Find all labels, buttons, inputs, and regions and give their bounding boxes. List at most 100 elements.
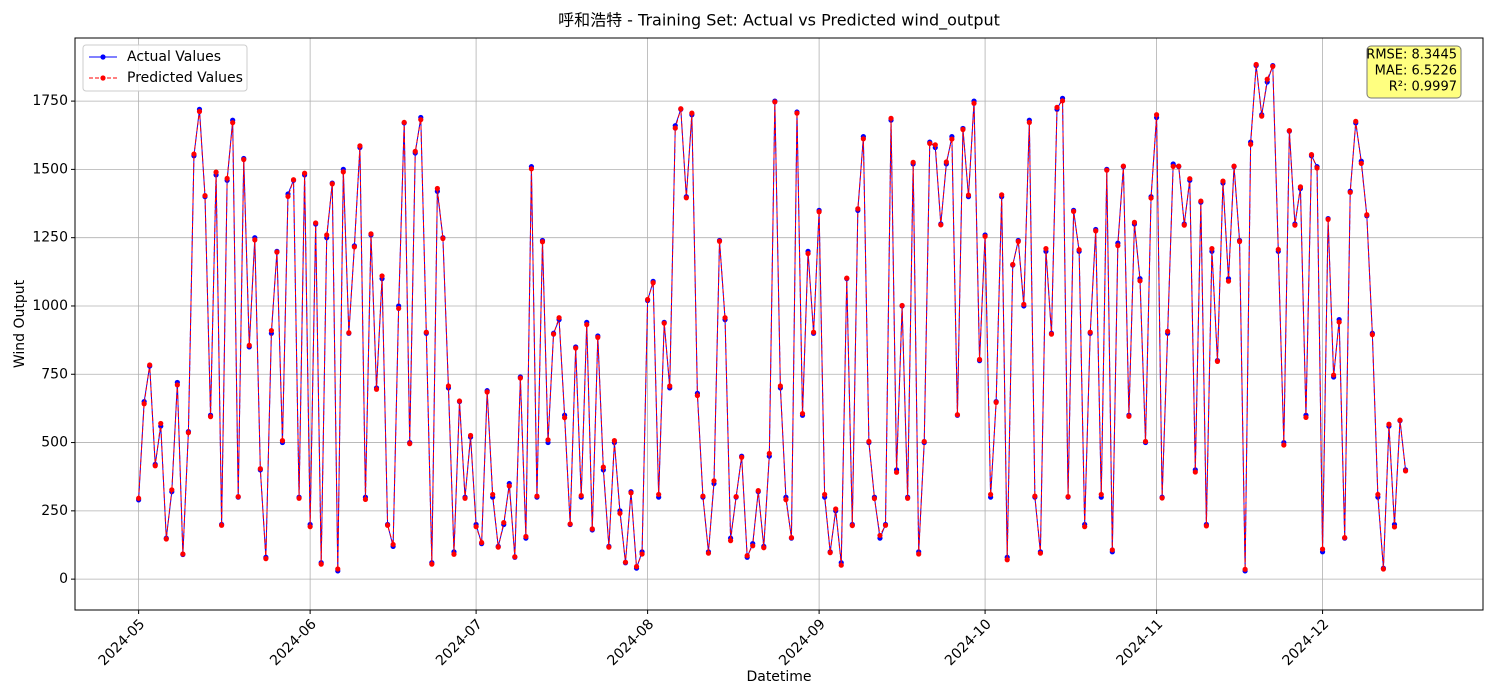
data-point xyxy=(949,136,955,142)
data-point xyxy=(705,550,712,556)
data-point xyxy=(578,492,584,499)
data-point xyxy=(252,237,258,243)
data-point xyxy=(1181,222,1187,228)
data-point xyxy=(550,331,557,337)
legend-label: Predicted Values xyxy=(127,70,243,86)
data-point xyxy=(384,522,391,528)
data-point xyxy=(545,437,551,443)
data-point xyxy=(219,522,225,528)
data-point xyxy=(379,273,385,279)
data-point xyxy=(656,491,662,498)
data-point xyxy=(1192,469,1198,475)
data-point xyxy=(567,521,573,527)
data-point xyxy=(340,169,346,175)
data-point xyxy=(324,232,330,238)
data-point xyxy=(462,495,468,501)
data-point xyxy=(1342,535,1348,541)
data-point xyxy=(733,494,739,500)
y-axis-label: Wind Output xyxy=(12,279,28,368)
data-point xyxy=(318,561,324,567)
data-point xyxy=(1353,118,1359,124)
data-point xyxy=(810,329,817,335)
data-point xyxy=(694,392,700,399)
data-point xyxy=(539,239,546,245)
data-point xyxy=(600,464,606,470)
data-point xyxy=(954,412,961,418)
data-point xyxy=(1148,195,1154,201)
data-point xyxy=(1137,278,1143,284)
data-point xyxy=(440,235,446,242)
data-point xyxy=(993,399,999,405)
data-point xyxy=(943,159,949,165)
series-line xyxy=(138,64,1407,570)
data-point xyxy=(307,524,313,530)
data-point xyxy=(136,495,142,501)
data-point xyxy=(611,438,618,444)
data-point xyxy=(1225,278,1232,284)
y-tick-label: 750 xyxy=(41,366,68,382)
data-point xyxy=(1236,238,1243,245)
data-point xyxy=(1364,212,1370,218)
data-point xyxy=(1275,246,1281,253)
data-point xyxy=(794,110,800,116)
data-point xyxy=(755,488,761,494)
data-point xyxy=(423,329,429,335)
data-point xyxy=(368,231,374,237)
data-point xyxy=(285,193,291,200)
data-point xyxy=(916,551,922,557)
data-point xyxy=(1071,208,1077,215)
data-point xyxy=(1015,238,1021,245)
data-point xyxy=(562,415,568,421)
annotation-box xyxy=(1366,45,1462,99)
legend-label: Actual Values xyxy=(127,49,221,65)
data-point xyxy=(1004,557,1010,563)
data-point xyxy=(1375,491,1381,498)
data-point xyxy=(1259,113,1265,119)
data-point xyxy=(573,345,579,351)
data-point xyxy=(750,543,756,549)
data-point xyxy=(169,487,175,493)
data-point xyxy=(700,493,706,499)
data-point xyxy=(1165,328,1171,334)
plot-area xyxy=(136,61,1409,574)
data-point xyxy=(866,438,872,445)
data-point xyxy=(1358,160,1364,166)
data-point xyxy=(1319,546,1326,552)
data-point xyxy=(241,156,247,163)
data-point xyxy=(528,166,535,172)
data-point xyxy=(1037,550,1044,556)
data-point xyxy=(185,430,192,436)
data-point xyxy=(1059,98,1066,104)
data-point xyxy=(622,559,629,565)
data-point xyxy=(456,398,463,404)
data-point xyxy=(1048,331,1055,337)
data-point xyxy=(301,170,308,176)
data-point xyxy=(855,206,861,212)
data-point xyxy=(1242,566,1248,572)
data-point xyxy=(672,125,678,131)
data-point xyxy=(645,296,651,303)
data-point xyxy=(479,539,485,546)
data-point xyxy=(412,148,418,154)
data-point xyxy=(584,321,590,328)
data-point xyxy=(606,544,612,550)
annotation-text: R²: 0.9997 xyxy=(1389,80,1457,95)
data-point xyxy=(683,195,689,201)
data-point xyxy=(517,375,523,381)
data-point xyxy=(1109,547,1115,553)
data-point xyxy=(1325,216,1331,222)
data-point xyxy=(1209,246,1215,252)
data-point xyxy=(274,249,280,255)
data-point xyxy=(313,220,319,226)
data-point xyxy=(1386,421,1392,427)
data-point xyxy=(1231,163,1237,169)
data-point xyxy=(689,110,695,116)
data-point xyxy=(451,551,457,557)
data-point xyxy=(722,315,728,321)
data-point xyxy=(766,450,772,457)
data-point xyxy=(960,126,966,133)
data-point xyxy=(1104,167,1110,173)
data-point xyxy=(905,495,911,501)
